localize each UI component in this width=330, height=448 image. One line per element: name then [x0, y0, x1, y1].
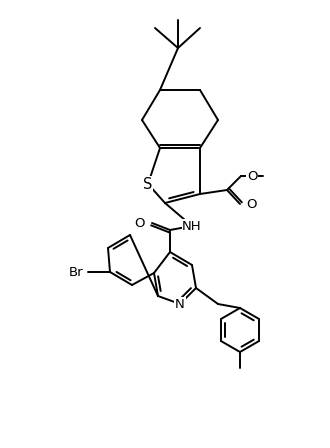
Text: O: O [246, 198, 256, 211]
Text: NH: NH [182, 220, 202, 233]
Text: Br: Br [68, 266, 83, 279]
Text: O: O [135, 216, 145, 229]
Text: N: N [175, 297, 185, 310]
Text: O: O [247, 169, 257, 182]
Text: S: S [143, 177, 153, 191]
